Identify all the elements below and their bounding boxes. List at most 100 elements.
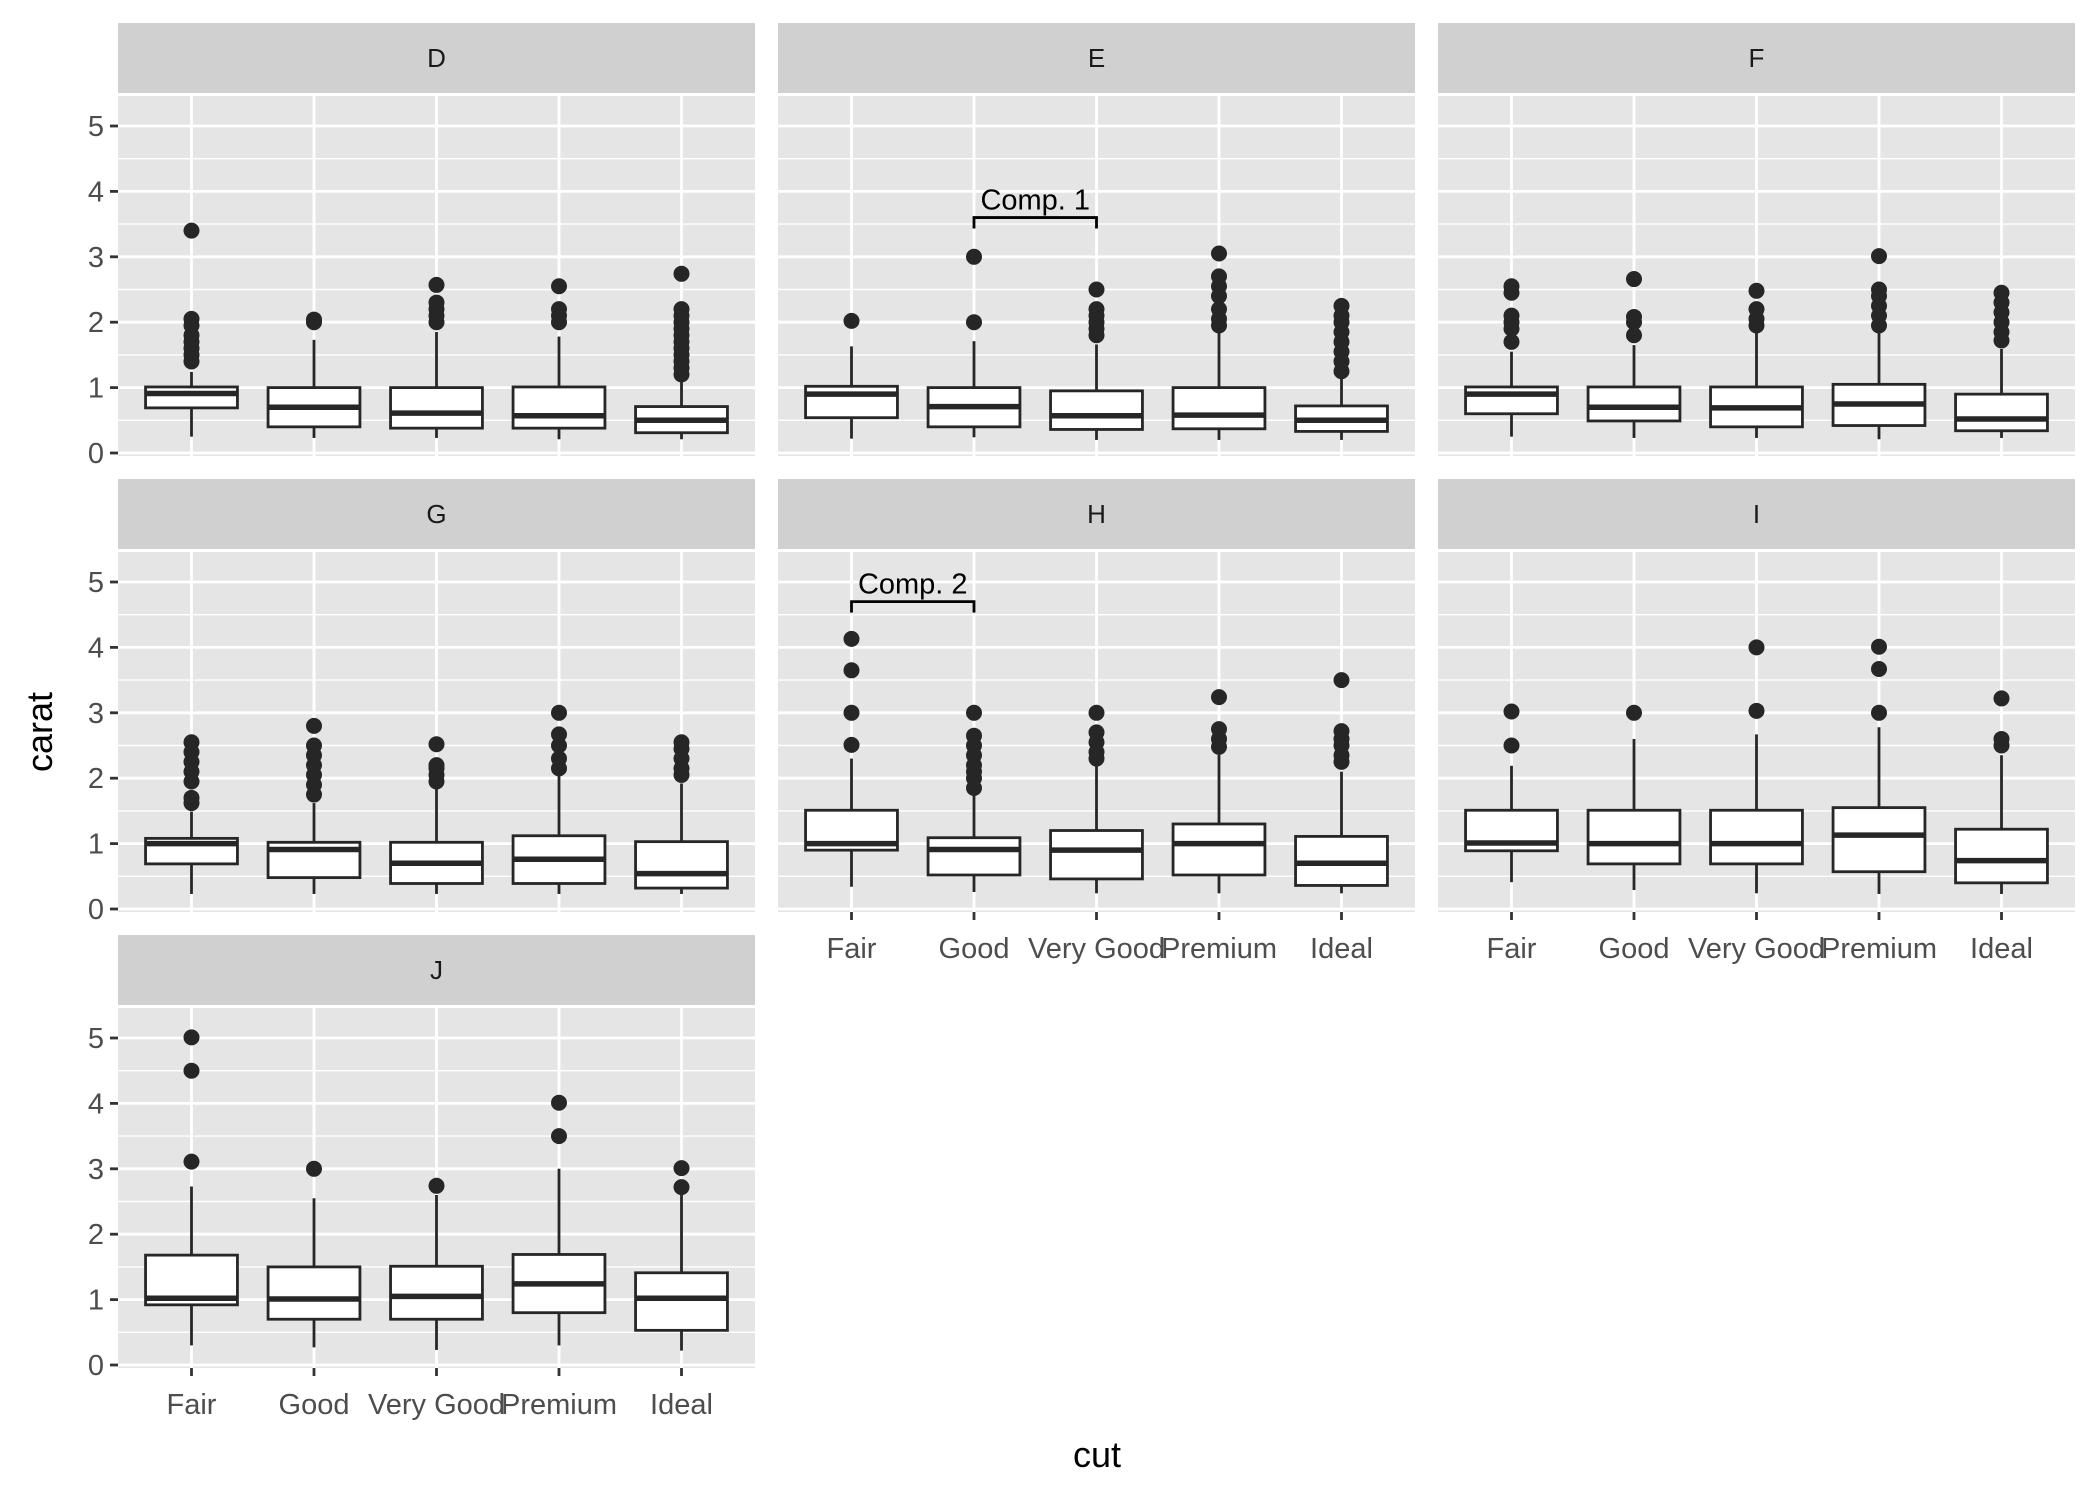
facet-strip-label: F	[1749, 43, 1765, 73]
outlier-point	[673, 1179, 690, 1196]
x-tick-label: Fair	[827, 933, 877, 965]
boxplot-ideal	[1954, 284, 2049, 438]
boxplot-good	[266, 1160, 362, 1348]
box-iqr	[389, 1264, 484, 1321]
outlier-point	[1626, 327, 1642, 344]
boxplot-premium	[1831, 248, 1927, 440]
outlier-point	[306, 1160, 322, 1177]
boxplot-premium	[1171, 689, 1267, 894]
outlier-point	[428, 736, 445, 753]
outlier-point	[1993, 730, 2010, 747]
y-tick-label: 3	[88, 242, 104, 274]
x-tick-label: Premium	[501, 1389, 617, 1421]
facet-strip	[118, 935, 755, 1005]
outlier-point	[966, 727, 982, 744]
x-tick-label: Fair	[1487, 933, 1537, 965]
outlier-point	[1748, 282, 1765, 299]
outlier-point	[1871, 281, 1887, 298]
boxplot-fair	[144, 734, 239, 894]
facet-strip	[778, 479, 1415, 549]
box-iqr	[144, 385, 239, 410]
y-tick-label: 0	[88, 1350, 104, 1382]
x-tick-label: Ideal	[1310, 933, 1373, 965]
outlier-point	[1503, 737, 1520, 754]
y-tick-label: 5	[88, 1023, 104, 1055]
box-iqr	[1586, 808, 1682, 866]
x-tick-label: Ideal	[650, 1389, 713, 1421]
outlier-point	[673, 734, 690, 751]
outlier-point	[1088, 724, 1105, 741]
outlier-point	[673, 1160, 690, 1177]
facet-strip	[778, 23, 1415, 93]
comparison-bracket: Comp. 1	[972, 185, 1098, 229]
x-tick-label: Fair	[167, 1389, 217, 1421]
box-iqr	[389, 386, 484, 430]
boxplot-ideal	[634, 734, 729, 894]
facet-G: G 0 1 2 3 4 5	[88, 479, 755, 926]
comparison-bracket: Comp. 2	[850, 569, 976, 613]
outlier-point	[1088, 704, 1105, 721]
outlier-point	[1626, 308, 1642, 325]
outlier-point	[1871, 660, 1887, 677]
outlier-point	[551, 750, 567, 767]
outlier-point	[1871, 248, 1887, 265]
box-iqr	[1171, 386, 1267, 431]
boxplot-very-good	[389, 736, 484, 894]
y-tick-label: 3	[88, 698, 104, 730]
box-iqr	[1709, 808, 1804, 866]
outlier-point	[183, 310, 200, 327]
facet-F: F	[1438, 23, 2075, 456]
outlier-point	[1088, 301, 1105, 318]
boxplot-very-good	[389, 276, 484, 438]
outlier-point	[1871, 704, 1887, 721]
boxplot-good	[926, 704, 1022, 892]
outlier-point	[1626, 271, 1642, 288]
outlier-point	[843, 630, 860, 647]
outlier-point	[551, 726, 567, 743]
outlier-point	[183, 734, 200, 751]
outlier-point	[1871, 638, 1887, 655]
boxplot-good	[1586, 704, 1682, 891]
outlier-point	[183, 1153, 200, 1170]
bracket-line	[850, 600, 976, 613]
box-iqr	[266, 1265, 362, 1321]
outlier-point	[183, 789, 200, 806]
y-tick-label: 5	[88, 111, 104, 143]
y-tick-label: 1	[88, 373, 104, 405]
outlier-point	[1088, 281, 1105, 298]
boxplot-ideal	[634, 1160, 729, 1351]
outlier-point	[1211, 301, 1227, 318]
bracket-line	[972, 216, 1098, 229]
boxplot-fair	[1464, 703, 1559, 883]
outlier-point	[1503, 333, 1520, 350]
outlier-point	[1748, 639, 1765, 656]
y-tick-label: 3	[88, 1154, 104, 1186]
box-iqr	[1831, 806, 1927, 874]
y-tick-label: 1	[88, 829, 104, 861]
x-tick-label: Good	[1599, 933, 1670, 965]
facet-D: D 0 1 2 3 4 5	[88, 23, 755, 470]
boxplot-fair	[804, 630, 899, 887]
outlier-point	[551, 278, 567, 295]
y-tick-label: 4	[88, 1088, 104, 1120]
box-iqr	[1049, 389, 1144, 431]
boxplot-very-good	[389, 1177, 484, 1350]
outlier-point	[428, 294, 445, 311]
outlier-point	[183, 1062, 200, 1079]
outlier-point	[1993, 690, 2010, 707]
y-tick-label: 0	[88, 894, 104, 926]
facet-strip-label: E	[1088, 43, 1105, 73]
outlier-point	[1333, 297, 1350, 314]
outlier-point	[1333, 723, 1350, 740]
outlier-point	[1626, 704, 1642, 721]
outlier-point	[1211, 721, 1227, 738]
outlier-point	[673, 301, 690, 318]
y-tick-label: 4	[88, 176, 104, 208]
outlier-point	[551, 301, 567, 318]
x-tick-label: Premium	[1161, 933, 1277, 965]
y-tick-label: 2	[88, 763, 104, 795]
x-tick-label: Very Good	[368, 1389, 505, 1421]
